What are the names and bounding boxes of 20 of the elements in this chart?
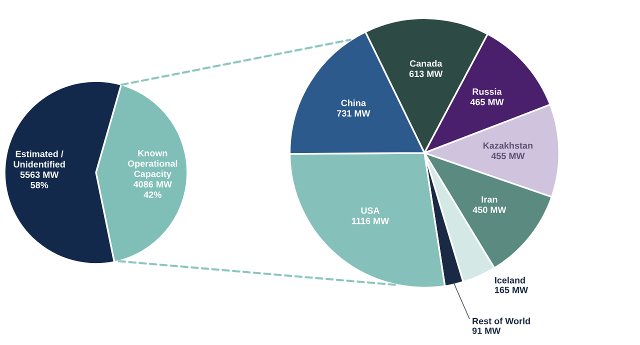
slice-label: Kazakhstan [483, 142, 532, 149]
data-label: 731 MW [337, 110, 370, 117]
slice-label: Known Operational Capacity [128, 150, 178, 179]
data-label: 455 MW [491, 152, 525, 160]
data-label: 613 MW [409, 70, 443, 78]
data-label: 91 MW [472, 328, 501, 334]
data-label: 465 MW [470, 98, 504, 106]
data-label: 5563 MW 58% [20, 172, 59, 188]
slice-label: Russia [472, 88, 502, 95]
slice-label: Iran [482, 196, 498, 203]
slice-label: Rest of World [472, 318, 530, 324]
slice-label: Estimated / Unidentified [14, 150, 65, 168]
data-label: 4086 MW 42% [133, 181, 172, 198]
data-label: 1116 MW [352, 218, 390, 224]
data-label: 165 MW [494, 286, 528, 294]
slice-label: Iceland [495, 276, 525, 284]
data-label: 450 MW [472, 206, 506, 214]
slice-label: China [341, 100, 366, 106]
slice-label: Canada [410, 60, 442, 67]
slice-label: USA [361, 207, 380, 214]
